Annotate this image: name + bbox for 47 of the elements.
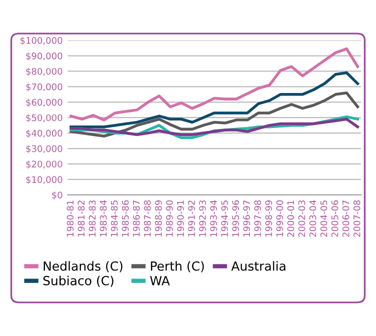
y-tick-label: $50,000	[26, 114, 62, 122]
y-tick-label: $90,000	[26, 52, 62, 61]
legend-label: Australia	[231, 261, 286, 271]
x-tick-label: 1997-98	[254, 200, 262, 236]
line-series	[70, 47, 360, 122]
x-tick-label: 1988-89	[154, 200, 162, 236]
x-tick-label: 1980-81	[66, 200, 74, 236]
x-tick-label: 2002-03	[298, 200, 306, 237]
line-series	[70, 91, 360, 138]
x-tick-label: 2007-08	[353, 200, 360, 237]
x-tick-label: 1989-90	[166, 200, 173, 236]
x-tick-label: 2000-01	[287, 200, 294, 237]
x-tick-label: 1993-94	[210, 200, 217, 236]
x-tick-label: 1992-93	[199, 200, 206, 236]
x-tick-label: 2005-06	[331, 200, 338, 237]
x-tick-label: 1991-92	[188, 200, 195, 236]
y-tick-label: $80,000	[26, 68, 62, 76]
y-tick-label: $60,000	[26, 98, 62, 107]
y-tick-label: $0	[52, 191, 62, 200]
legend-label: Perth (C)	[150, 261, 204, 272]
x-tick-label: 1994-95	[221, 200, 228, 236]
legend-label: WA	[150, 276, 170, 286]
x-tick-label: 1985-86	[122, 200, 129, 236]
x-tick-label: 2006-07	[342, 200, 350, 237]
y-tick-label: $70,000	[26, 83, 62, 92]
x-tick-label: 1981-82	[78, 200, 85, 236]
y-tick-label: $40,000	[26, 130, 62, 138]
x-tick-label: 1995-96	[232, 200, 239, 236]
line-series	[70, 71, 360, 128]
y-tick-label: $20,000	[26, 160, 62, 169]
x-tick-label: 1998-99	[265, 200, 272, 236]
x-tick-label: 2004-05	[320, 200, 328, 237]
x-tick-label: 1983-84	[100, 200, 107, 236]
x-tick-label: 1996-97	[243, 200, 250, 236]
x-tick-label: 1984-85	[110, 200, 118, 236]
x-tick-label: 1982-83	[88, 200, 96, 236]
x-tick-label: 1999-00	[276, 200, 284, 236]
y-tick-label: $30,000	[26, 145, 62, 154]
line-series	[70, 118, 360, 136]
y-tick-label: $10,000	[26, 176, 62, 184]
legend-label: Nedlands (C)	[44, 261, 122, 272]
legend-label: Subiaco (C)	[43, 276, 114, 287]
x-tick-label: 1987-88	[144, 200, 151, 236]
y-tick-label: $100,000	[20, 36, 62, 46]
x-tick-label: 1986-87	[132, 200, 140, 236]
x-tick-label: 2003-04	[309, 200, 316, 237]
x-tick-label: 1990-91	[177, 200, 184, 236]
